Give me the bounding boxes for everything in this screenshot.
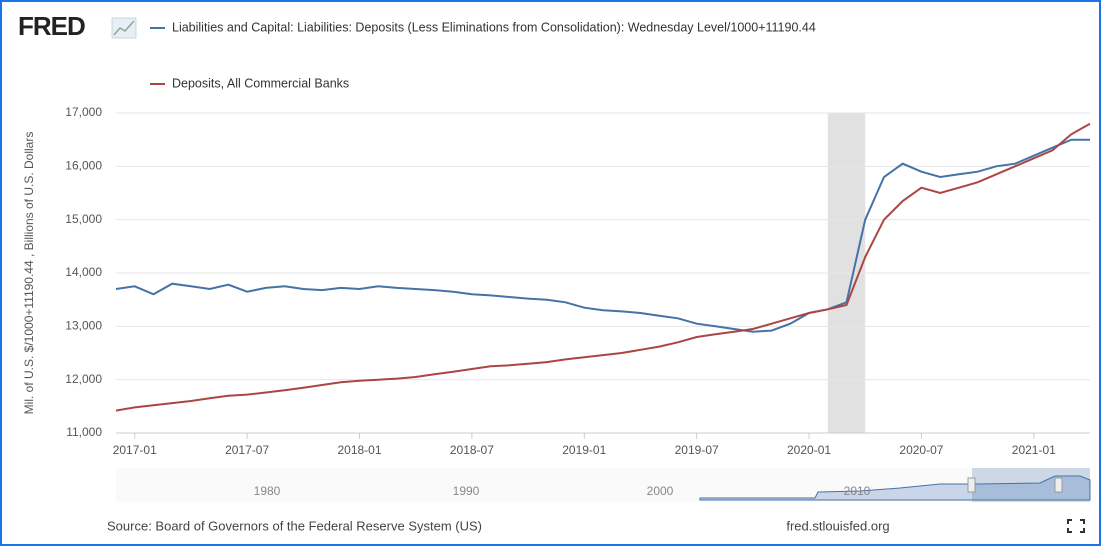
legend-label: Deposits, All Commercial Banks — [172, 76, 349, 90]
navigator-label: 1980 — [254, 484, 281, 498]
x-tick-label: 2019-01 — [562, 443, 606, 457]
x-tick-label: 2017-07 — [225, 443, 269, 457]
source: Source: Board of Governors of the Federa… — [107, 518, 482, 533]
y-tick-label: 11,000 — [66, 425, 102, 439]
site: fred.stlouisfed.org — [786, 518, 889, 533]
navigator: 1980 1990 2000 2010 — [116, 468, 1091, 502]
x-tick-label: 2019-07 — [675, 443, 719, 457]
y-tick-label: 12,000 — [65, 372, 102, 386]
y-tick-label: 13,000 — [65, 319, 102, 333]
series-line — [115, 138, 1090, 333]
y-tick-label: 14,000 — [65, 265, 102, 279]
x-tick-label: 2018-07 — [450, 443, 494, 457]
x-tick-label: 2020-07 — [899, 443, 943, 457]
y-axis-label: Mil. of U.S. $/1000+11190.44 , Billions … — [22, 132, 36, 415]
x-tick-label: 2018-01 — [337, 443, 381, 457]
y-tick-label: 16,000 — [65, 159, 102, 173]
fullscreen-icon[interactable] — [1067, 519, 1085, 533]
y-tick-label: 15,000 — [65, 212, 102, 226]
x-tick-label: 2021-01 — [1012, 443, 1056, 457]
legend-label: Liabilities and Capital: Liabilities: De… — [172, 20, 816, 34]
logo-icon — [111, 17, 137, 39]
y-tick-label: 17,000 — [65, 105, 102, 119]
logo: FRED — [18, 11, 85, 41]
navigator-label: 2000 — [647, 484, 674, 498]
series-line — [115, 122, 1091, 412]
x-tick-label: 2017-01 — [113, 443, 157, 457]
x-tick-label: 2020-01 — [787, 443, 831, 457]
navigator-label: 1990 — [453, 484, 480, 498]
navigator-label: 2010 — [844, 484, 871, 498]
